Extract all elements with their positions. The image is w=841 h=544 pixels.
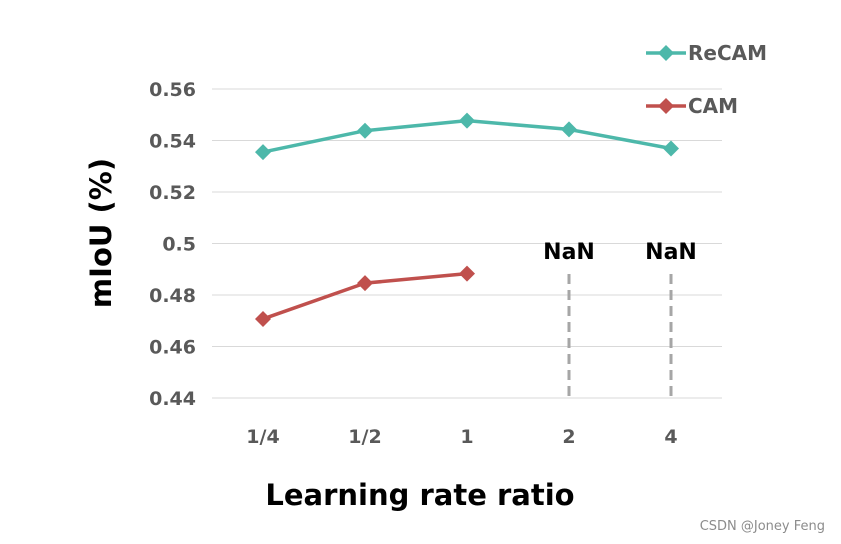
y-tick-label: 0.54 [149,131,196,153]
cam-legend-label: CAM [688,94,738,118]
x-tick-label: 1 [460,426,473,448]
legend: ReCAM CAM [646,41,767,118]
x-tick-label: 1/2 [348,426,381,448]
y-axis-title: mIoU (%) [84,158,118,308]
recam-data-point [255,144,271,161]
nan-label: NaN [645,240,697,265]
recam-data-point [357,122,373,139]
y-tick-label: 0.5 [162,234,196,256]
y-tick-labels: 0.44 0.46 0.48 0.5 0.52 0.54 0.56 [149,79,196,410]
x-tick-label: 1/4 [246,426,279,448]
y-tick-label: 0.52 [149,182,196,204]
cam-legend-marker [658,98,674,114]
recam-legend-marker [658,45,674,61]
cam-data-point [357,275,373,292]
gridlines [212,88,722,399]
y-tick-label: 0.56 [149,79,196,101]
x-axis-title: Learning rate ratio [265,478,574,512]
y-tick-label: 0.44 [149,388,196,410]
x-tick-label: 4 [664,426,677,448]
nan-annotations: NaN NaN [543,240,697,398]
series-group [255,112,679,327]
x-tick-label: 2 [562,426,575,448]
cam-data-point [459,265,475,282]
recam-data-point [561,121,577,138]
x-tick-labels: 1/4 1/2 1 2 4 [246,426,677,448]
recam-legend-label: ReCAM [688,41,767,65]
cam-data-point [255,310,271,327]
y-tick-label: 0.48 [149,285,196,307]
nan-label: NaN [543,240,595,265]
watermark: CSDN @Joney Feng [699,519,825,534]
recam-data-point [663,140,679,157]
recam-data-point [459,112,475,129]
y-tick-label: 0.46 [149,337,196,359]
